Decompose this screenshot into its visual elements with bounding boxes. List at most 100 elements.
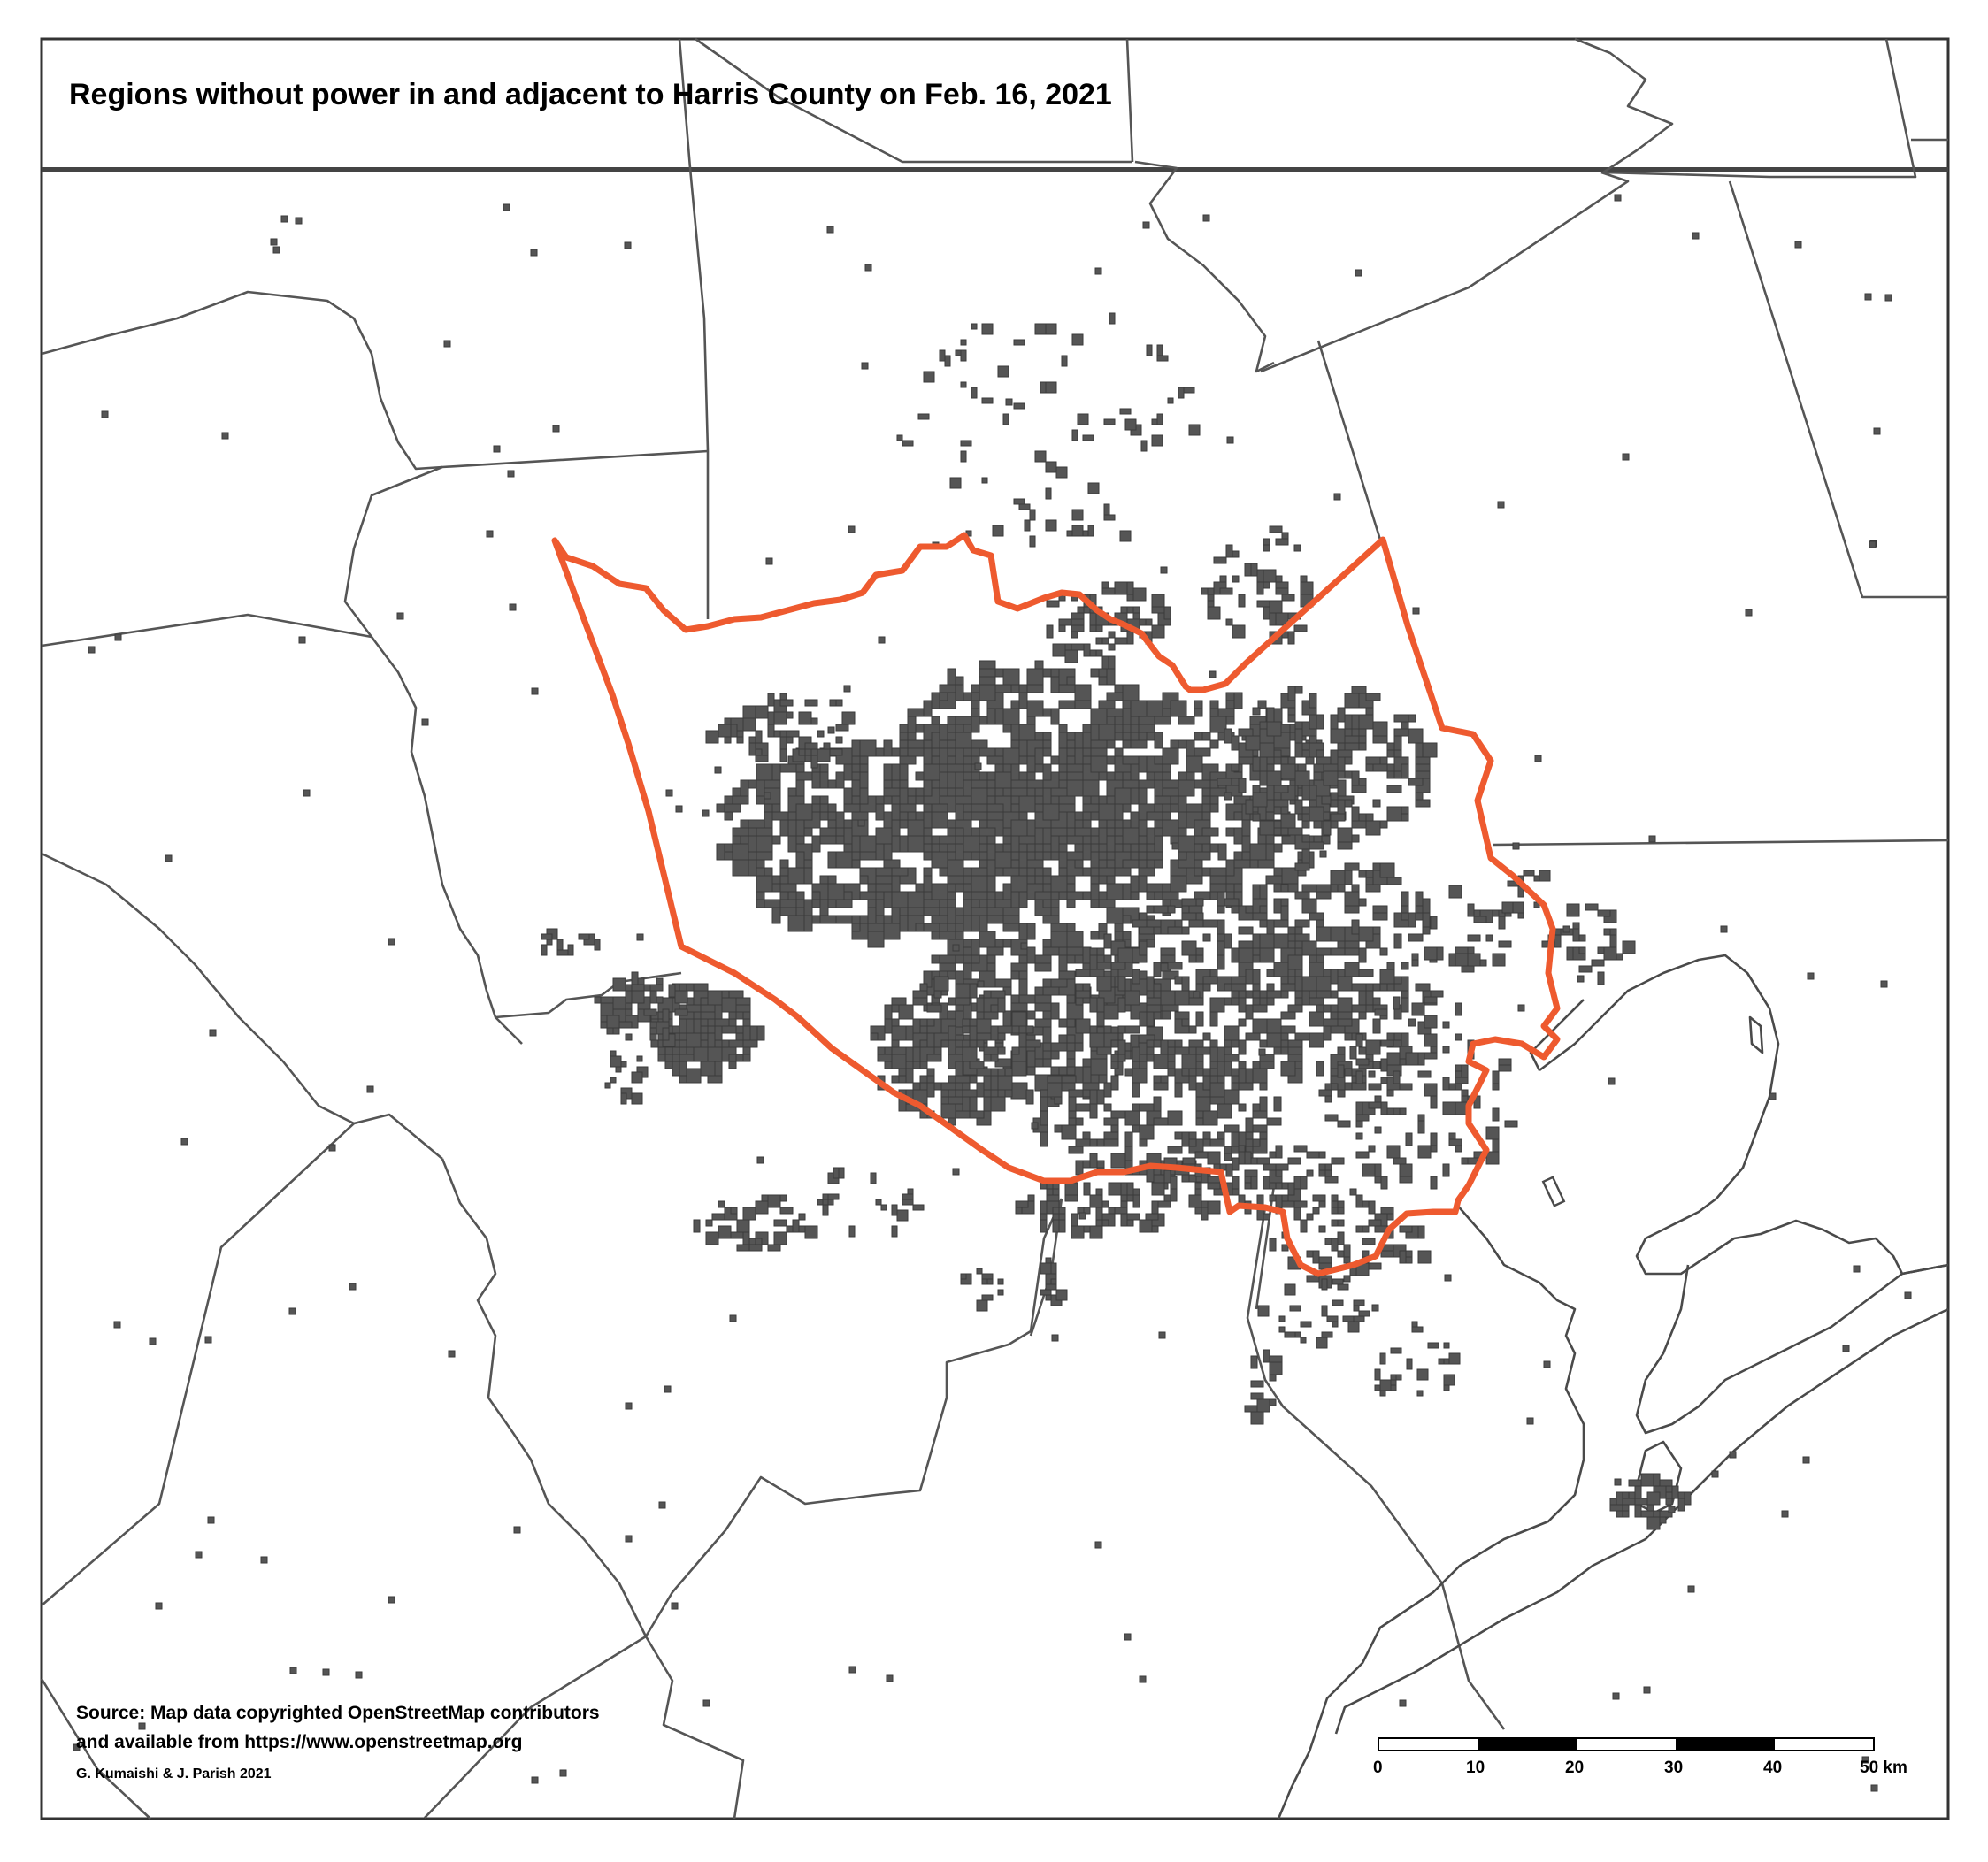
outage-block bbox=[1156, 413, 1163, 425]
outage-block bbox=[1106, 708, 1124, 717]
outage-block bbox=[1034, 994, 1052, 1004]
outage-block bbox=[1438, 1358, 1445, 1365]
outage-block bbox=[1257, 700, 1267, 709]
outage-regions bbox=[73, 194, 1912, 1792]
outage-block bbox=[939, 724, 948, 741]
outage-block bbox=[1031, 1122, 1039, 1130]
outage-block bbox=[848, 1666, 856, 1674]
outage-block bbox=[1393, 933, 1402, 949]
outage-block bbox=[1188, 1046, 1197, 1055]
outage-block bbox=[891, 1225, 898, 1238]
outage-block bbox=[1089, 1103, 1098, 1119]
outage-block bbox=[963, 1002, 972, 1020]
outage-block bbox=[1068, 1096, 1077, 1112]
outage-block bbox=[1011, 1046, 1020, 1055]
outage-block bbox=[883, 739, 893, 757]
outage-block bbox=[1269, 1238, 1277, 1252]
outage-block bbox=[1160, 947, 1176, 956]
outage-block bbox=[1027, 1194, 1035, 1202]
outage-block bbox=[1114, 684, 1124, 693]
outage-block bbox=[1337, 827, 1353, 843]
outage-block bbox=[955, 1082, 963, 1091]
outage-block bbox=[971, 787, 988, 805]
outage-block bbox=[1201, 795, 1211, 805]
outage-block bbox=[1351, 714, 1360, 730]
outage-block bbox=[1401, 721, 1409, 730]
outage-block bbox=[1083, 1182, 1091, 1196]
outage-block bbox=[207, 1516, 215, 1524]
outage-block bbox=[1174, 919, 1183, 928]
outage-block bbox=[875, 1199, 882, 1206]
outage-block bbox=[1344, 742, 1360, 751]
outage-block bbox=[732, 795, 749, 805]
outage-block bbox=[1167, 962, 1183, 970]
outage-block bbox=[1358, 714, 1374, 730]
outage-block bbox=[1280, 763, 1296, 779]
outage-block bbox=[1455, 1002, 1462, 1016]
outage-block bbox=[1110, 1061, 1119, 1069]
outage-block bbox=[1492, 909, 1500, 917]
outage-block bbox=[883, 843, 893, 861]
outage-block bbox=[1154, 803, 1163, 813]
outage-block bbox=[1411, 953, 1419, 961]
outage-block bbox=[1294, 1331, 1301, 1338]
outage-block bbox=[756, 835, 773, 853]
outage-block bbox=[1554, 934, 1562, 948]
outage-block bbox=[1273, 820, 1282, 829]
outage-block bbox=[1430, 1132, 1438, 1146]
outage-block bbox=[1281, 594, 1295, 602]
outage-block bbox=[979, 931, 996, 948]
outage-block bbox=[1139, 1124, 1155, 1140]
outage-block bbox=[819, 875, 829, 885]
outage-block bbox=[764, 811, 773, 829]
outage-block bbox=[1153, 905, 1169, 914]
outage-block bbox=[1668, 1506, 1676, 1513]
outage-block bbox=[1202, 1110, 1218, 1126]
outage-block bbox=[1399, 1083, 1413, 1091]
outage-block bbox=[1252, 1004, 1268, 1013]
outage-block bbox=[705, 730, 719, 744]
outage-block bbox=[507, 470, 515, 478]
outage-block bbox=[1124, 1025, 1140, 1034]
outage-block bbox=[1040, 1131, 1048, 1147]
source-line-1: Source: Map data copyrighted OpenStreetM… bbox=[76, 1703, 600, 1723]
outage-block bbox=[1386, 749, 1395, 758]
outage-block bbox=[735, 1011, 744, 1020]
outage-block bbox=[1040, 1262, 1052, 1275]
outage-block bbox=[1026, 819, 1036, 837]
outage-block bbox=[1207, 1200, 1221, 1215]
outage-block bbox=[1492, 953, 1506, 967]
outage-block bbox=[976, 1299, 988, 1312]
outage-block bbox=[204, 1336, 212, 1344]
outage-block bbox=[1153, 962, 1162, 977]
outage-block bbox=[1055, 1289, 1068, 1301]
outage-block bbox=[1225, 618, 1233, 626]
coastline bbox=[1277, 954, 1949, 1820]
outage-block bbox=[931, 883, 948, 900]
outage-block bbox=[859, 875, 869, 885]
outage-block bbox=[1287, 1046, 1303, 1055]
outage-block bbox=[668, 984, 676, 998]
outage-block bbox=[1300, 1219, 1308, 1233]
outage-block bbox=[997, 1278, 1004, 1285]
outage-block bbox=[1238, 756, 1254, 765]
outage-block bbox=[1238, 594, 1246, 608]
county-line-sw-corner bbox=[40, 1678, 151, 1820]
outage-block bbox=[931, 732, 940, 749]
outage-block bbox=[1018, 851, 1028, 869]
outage-block bbox=[295, 217, 303, 225]
outage-block bbox=[949, 477, 962, 489]
outage-block bbox=[1225, 859, 1235, 877]
outage-block bbox=[1094, 267, 1102, 275]
outage-block bbox=[1330, 947, 1346, 956]
outage-block bbox=[1380, 1250, 1394, 1258]
outage-block bbox=[1252, 1124, 1268, 1133]
outage-block bbox=[1167, 1054, 1176, 1062]
outage-block bbox=[1238, 1151, 1246, 1165]
outage-block bbox=[649, 1033, 657, 1041]
outage-block bbox=[1151, 594, 1165, 608]
outage-block bbox=[926, 1004, 942, 1013]
outage-block bbox=[1337, 1231, 1345, 1245]
county-line-wharton bbox=[424, 1635, 647, 1819]
outage-block bbox=[1401, 891, 1409, 907]
